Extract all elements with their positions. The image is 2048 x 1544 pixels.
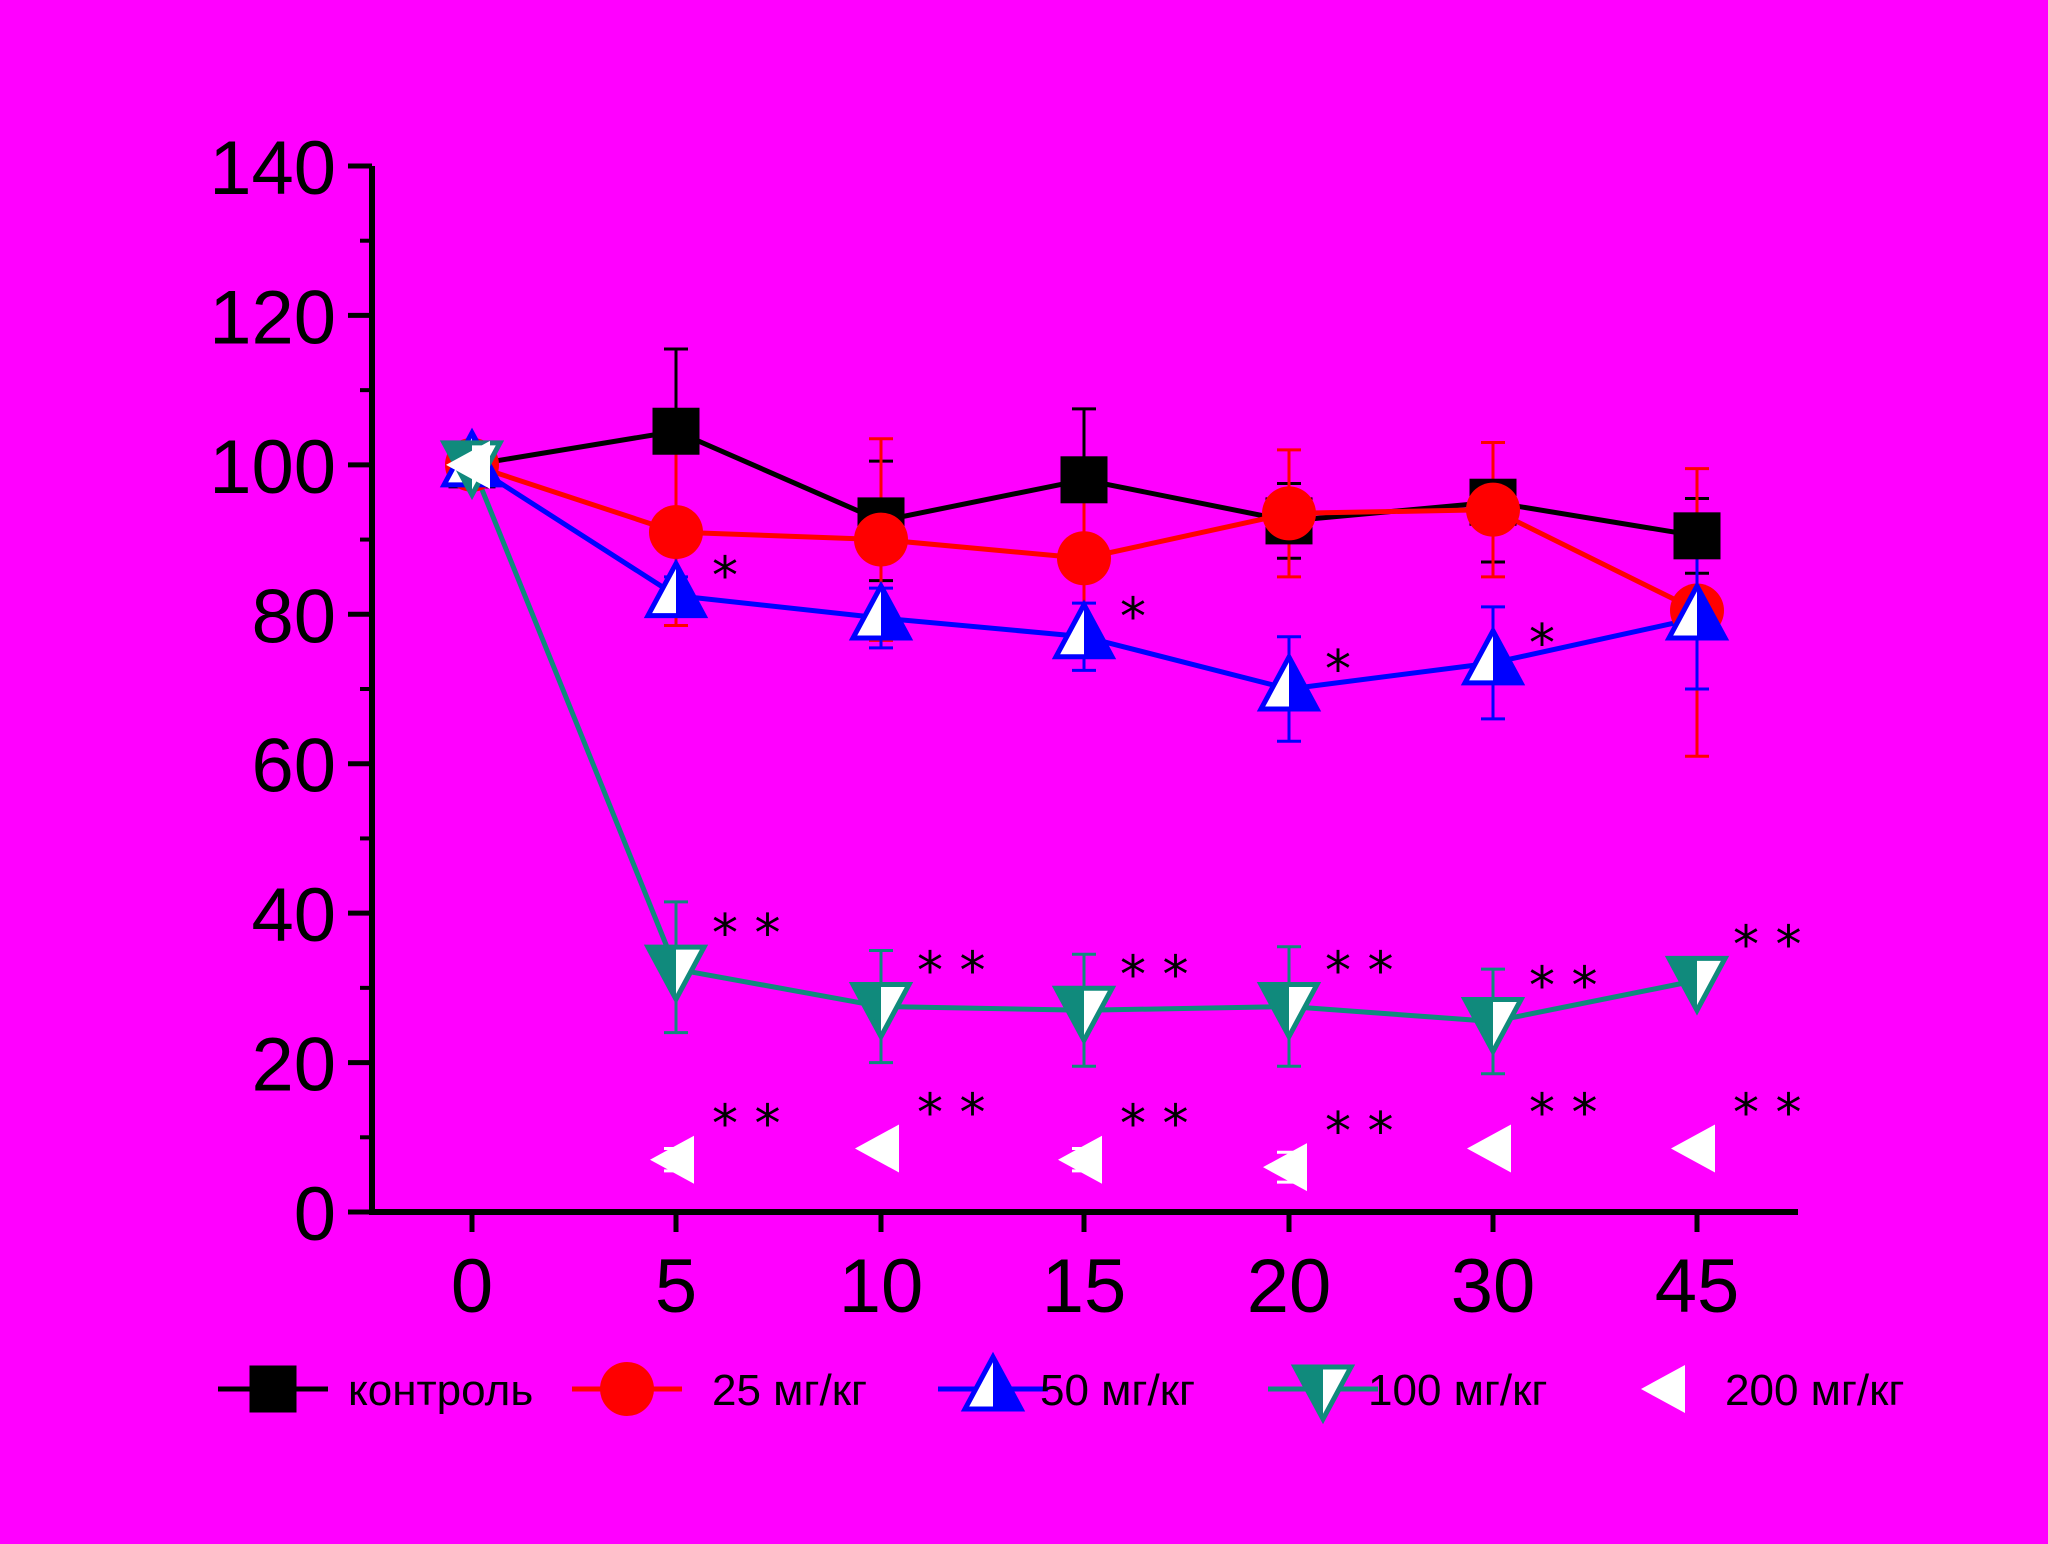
y-tick-label: 120 (209, 275, 336, 360)
legend: контроль 25 мг/кг 50 мг/кг 100 мг/кг 200 мг/… (218, 1351, 1904, 1425)
data-point (649, 505, 703, 560)
x-tick-label: 0 (451, 1244, 493, 1329)
significance-mark: * (1120, 588, 1146, 648)
significance-mark: * * (1120, 1095, 1189, 1155)
significance-mark: * * (712, 1095, 781, 1155)
data-point (643, 944, 709, 1005)
data-point (848, 580, 914, 641)
data-point (643, 558, 709, 619)
data-point (1051, 985, 1117, 1046)
y-tick-label: 100 (209, 425, 336, 510)
data-point (1664, 580, 1730, 641)
y-tick-label: 0 (294, 1172, 336, 1257)
significance-mark: * * (1733, 915, 1802, 975)
legend-item: 25 мг/кг (572, 1362, 867, 1416)
data-point (650, 1135, 694, 1184)
plot-area: 0 20 40 60 80 100 120 140 0 5 10 15 20 30 45 * * * * * * * *… (209, 126, 1801, 1329)
x-tick-label: 5 (655, 1244, 697, 1329)
data-point (1262, 486, 1316, 541)
data-point (1058, 1135, 1102, 1184)
data-point (1466, 482, 1520, 537)
data-point (1467, 1124, 1511, 1173)
significance-mark: * * (712, 904, 781, 964)
y-tick-label: 40 (251, 873, 336, 958)
legend-item: контроль (218, 1365, 533, 1415)
legend-label: 25 мг/кг (712, 1366, 867, 1415)
x-tick-label: 20 (1247, 1244, 1332, 1329)
significance-mark: * * (917, 942, 986, 1002)
legend-label: контроль (348, 1366, 533, 1415)
data-point (855, 1124, 899, 1173)
legend-label: 100 мг/кг (1368, 1366, 1547, 1415)
data-point (1460, 996, 1526, 1057)
y-tick-label: 20 (251, 1023, 336, 1108)
data-point (1256, 982, 1322, 1042)
legend-label: 200 мг/кг (1725, 1366, 1904, 1415)
legend-marker (249, 1365, 297, 1413)
data-point (1060, 456, 1108, 504)
significance-mark: * * (1325, 1102, 1394, 1162)
significance-mark: * * (1120, 945, 1189, 1005)
x-tick-label: 30 (1451, 1244, 1536, 1329)
data-point (1263, 1143, 1307, 1192)
y-tick-label: 140 (209, 126, 336, 211)
legend-item: 200 мг/кг (1641, 1365, 1904, 1415)
y-tick-label: 60 (251, 724, 336, 809)
legend-marker (600, 1362, 654, 1416)
legend-marker (1290, 1364, 1356, 1425)
x-tick-label: 45 (1655, 1244, 1740, 1329)
data-point (1671, 1124, 1715, 1173)
legend-marker (1641, 1365, 1685, 1413)
significance-mark: * (1529, 614, 1555, 674)
significance-mark: * (712, 547, 738, 607)
data-point (1460, 625, 1526, 686)
data-point (1057, 531, 1111, 586)
significance-mark: * (1325, 640, 1351, 700)
data-point (1051, 599, 1117, 660)
significance-mark: * * (1733, 1083, 1802, 1143)
data-point (1256, 651, 1322, 712)
data-point (652, 407, 700, 455)
data-point (1673, 512, 1721, 560)
data-point (446, 440, 490, 489)
significance-mark: * * (1529, 1083, 1598, 1143)
significance-mark: * * (1325, 942, 1394, 1002)
legend-label: 50 мг/кг (1040, 1366, 1195, 1415)
y-tick-label: 80 (251, 574, 336, 659)
legend-marker (960, 1351, 1026, 1412)
data-point (854, 512, 908, 567)
significance-mark: * * (917, 1083, 986, 1143)
data-point (848, 982, 914, 1042)
data-point (1664, 955, 1730, 1016)
x-tick-label: 10 (839, 1244, 924, 1329)
legend-item: 50 мг/кг (938, 1351, 1195, 1415)
significance-mark: * * (1529, 956, 1598, 1016)
legend-item: 100 мг/кг (1268, 1364, 1547, 1425)
x-tick-label: 15 (1042, 1244, 1127, 1329)
